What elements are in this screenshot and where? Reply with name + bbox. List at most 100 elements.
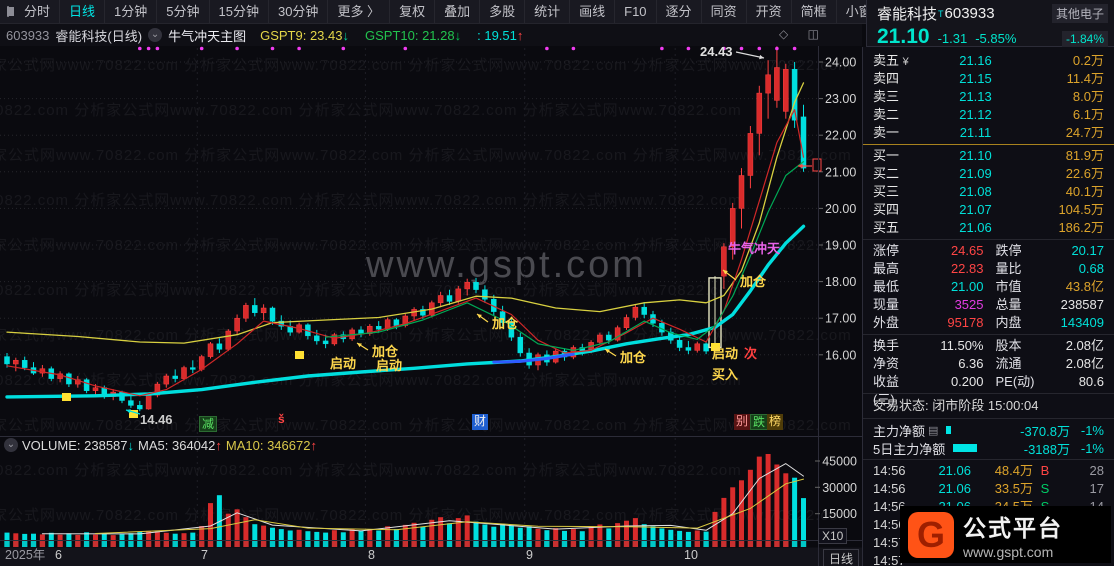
stat-label: 收益(三) <box>873 374 900 407</box>
price-volume-chart[interactable]: 24.00 23.00 22.00 21.00 20.00 19.00 18.00 17.00… <box>0 46 862 566</box>
toolbar-tool-item[interactable]: 统计 <box>525 0 571 23</box>
divider <box>863 393 1114 394</box>
chart-stock-title: 睿能科技(日线) <box>55 28 143 44</box>
toolbar-period-item[interactable]: 更多 〉 <box>328 0 391 23</box>
order-book-level-label: 卖一 <box>873 125 900 140</box>
chevron-down-circle-icon[interactable]: ⌄ <box>4 438 18 452</box>
five-day-net-flow-row: 5日主力净额 -3188万 -1% <box>873 440 1104 457</box>
toolbar-period-item[interactable]: 15分钟 <box>210 0 269 23</box>
order-book-row[interactable]: 买四 21.07 104.5万 <box>863 201 1114 219</box>
indicator-name[interactable]: 牛气冲天主图 <box>168 28 247 44</box>
trade-time: 14:57 <box>873 553 906 566</box>
order-book-buy: 买一 21.10 81.9万 买二 21.09 22.6万 买三 21.08 40.1万 买四 21… <box>863 147 1114 237</box>
toolbar-tool-item[interactable]: 多股 <box>480 0 526 23</box>
order-book-row[interactable]: 卖二 21.12 6.1万 <box>863 106 1114 124</box>
order-book-row[interactable]: 买一 21.10 81.9万 <box>863 147 1114 165</box>
toolbar-period-item[interactable]: 日线 <box>60 0 106 23</box>
order-book-row[interactable]: 买五 21.06 186.2万 <box>863 219 1114 237</box>
toolbar-tool-item[interactable]: 复权 <box>390 0 436 23</box>
trade-price: 21.06 <box>938 481 971 496</box>
toolbar-period-item[interactable]: 30分钟 <box>269 0 329 23</box>
tiled-watermark: 分析家公式网www.70822.com 分析家公式网www.70822.com … <box>0 462 742 479</box>
order-book-amount: 6.1万 <box>1072 107 1104 122</box>
toolbar-period-item[interactable]: 1分钟 <box>105 0 158 23</box>
svg-text:20.00: 20.00 <box>825 202 856 216</box>
order-book-amount: 81.9万 <box>1065 148 1104 163</box>
trade-time: 14:56 <box>873 517 906 532</box>
order-book-row[interactable]: 卖五 ¥ 21.16 0.2万 <box>863 52 1114 70</box>
volume-ma10: MA10: 346672↑ <box>225 437 317 453</box>
chevron-down-circle-icon[interactable]: ⌄ <box>148 28 163 42</box>
chart-canvas[interactable]: 24.00 23.00 22.00 21.00 20.00 19.00 18.00 17.00… <box>0 46 862 566</box>
stat-label: 换手 <box>873 338 900 353</box>
stat-value: 143409 <box>1060 315 1104 330</box>
order-book-row[interactable]: 买二 21.09 22.6万 <box>863 165 1114 183</box>
tiled-watermark: 分析家公式网www.70822.com 分析家公式网www.70822.com … <box>0 147 852 164</box>
trade-side: S <box>1040 481 1050 496</box>
toolbar-period-item[interactable]: 5分钟 <box>157 0 210 23</box>
stat-value: 80.6 <box>1078 374 1104 389</box>
toolbar-tool-item[interactable]: 简框 <box>792 0 837 23</box>
toolbar-tool-item[interactable]: 同资 <box>702 0 747 23</box>
order-book-row[interactable]: 卖一 21.11 24.7万 <box>863 124 1114 142</box>
stat-value: 21.00 <box>950 279 984 294</box>
stat-label: 涨停 <box>873 243 900 258</box>
toolbar-tool-item[interactable]: 画线 <box>570 0 616 23</box>
currency-icon[interactable]: ¥ <box>902 56 909 68</box>
gspt-extra-value: : 19.51↑ <box>477 27 524 43</box>
svg-text:加仓: 加仓 <box>491 316 519 331</box>
gspt-logo-name: 公式平台 <box>963 515 1063 541</box>
toolbar-tool-item[interactable]: 逐分 <box>657 0 702 23</box>
toolbar-tool-item[interactable]: 叠加 <box>435 0 481 23</box>
trade-volume: 33.5万 <box>994 481 1033 496</box>
candles <box>4 46 807 412</box>
svg-text:8: 8 <box>368 548 375 562</box>
order-book-level-label: 卖五 ¥ <box>873 53 909 68</box>
order-book-row[interactable]: 卖三 21.13 8.0万 <box>863 88 1114 106</box>
list-icon[interactable]: ▤ <box>928 424 939 437</box>
order-book-amount: 40.1万 <box>1065 184 1104 199</box>
order-book-amount: 24.7万 <box>1065 125 1104 140</box>
toolbar-tool-item[interactable]: 开资 <box>747 0 792 23</box>
order-book-row[interactable]: 买三 21.08 40.1万 <box>863 183 1114 201</box>
toolbar-tool-item[interactable]: F10 <box>615 0 657 23</box>
stat-value: 95178 <box>947 315 984 330</box>
svg-text:加仓: 加仓 <box>619 350 647 365</box>
stat-row: 净资 6.36 流通 2.08亿 <box>863 355 1114 373</box>
signal-badge: 减 <box>199 416 218 432</box>
order-book-level-label: 买一 <box>873 148 900 163</box>
svg-text:30000: 30000 <box>822 481 857 495</box>
margin-flag: T <box>938 8 944 19</box>
order-book-row[interactable]: 卖四 21.15 11.4万 <box>863 70 1114 88</box>
svg-text:启动: 启动 <box>712 346 738 361</box>
order-book-amount: 11.4万 <box>1066 71 1104 86</box>
svg-text:7: 7 <box>201 548 208 562</box>
tick-trade-row: 14:56 21.06 33.5万 S 17 <box>863 480 1114 498</box>
order-book-amount: 186.2万 <box>1058 220 1104 235</box>
candlestick-chart-area[interactable]: 分析家公式网www.70822.com 分析家公式网www.70822.com … <box>0 46 862 566</box>
gspt-logo-icon: G <box>908 511 954 558</box>
svg-text:加仓: 加仓 <box>739 274 767 289</box>
stock-code: 603933 <box>944 5 995 22</box>
stat-value: 0.200 <box>950 374 984 389</box>
stat-value: 43.8亿 <box>1065 279 1104 294</box>
pane-toggle-icon[interactable] <box>7 6 14 17</box>
stat-value: 3525 <box>954 297 984 312</box>
volume-multiplier-label: X10 <box>818 528 848 544</box>
order-book-amount: 0.2万 <box>1072 53 1104 68</box>
signal-badge: 跌 <box>750 414 769 430</box>
stats-block-2: 换手 11.50% 股本 2.08亿 净资 6.36 流通 2.08亿 收益(三) 0.200 PE… <box>863 337 1114 407</box>
tiled-watermark: 分析家公式网www.70822.com 分析家公式网www.70822.com … <box>0 282 742 299</box>
toolbar-period-item[interactable]: 分时 <box>15 0 61 23</box>
svg-text:启动: 启动 <box>376 358 402 373</box>
trade-time: 14:56 <box>873 481 906 496</box>
stat-label: 外盘 <box>873 315 900 330</box>
stat-row: 现量 3525 总量 238587 <box>863 296 1114 314</box>
volume-ma5: MA5: 364042↑ <box>138 437 222 453</box>
tiled-watermark: 分析家公式网www.70822.com 分析家公式网www.70822.com … <box>0 237 852 254</box>
period-label-box[interactable]: 日线 <box>823 549 860 566</box>
chart-window-icons[interactable]: ◇ ◫ <box>779 27 827 41</box>
industry-tag[interactable]: 其他电子 <box>1051 4 1108 23</box>
last-price: 21.10 <box>877 25 930 48</box>
order-book-price: 21.08 <box>959 184 992 199</box>
